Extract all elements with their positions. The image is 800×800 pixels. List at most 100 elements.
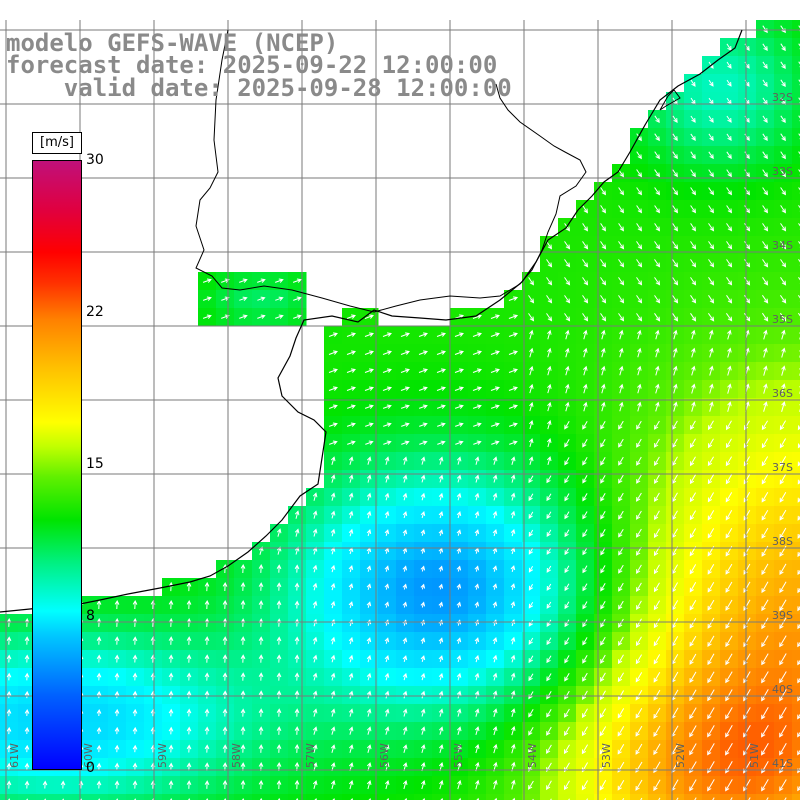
wind-arrow — [708, 295, 715, 304]
wind-arrow — [456, 492, 462, 501]
wind-arrow — [276, 636, 282, 645]
wind-arrow — [348, 583, 354, 591]
wind-arrow — [24, 708, 30, 717]
wind-arrow — [798, 25, 800, 32]
wind-arrow — [346, 422, 356, 427]
wind-arrow — [258, 654, 264, 663]
wind-arrow — [707, 528, 715, 539]
wind-arrow — [492, 583, 498, 590]
wind-arrow — [528, 420, 534, 430]
wind-arrow — [276, 582, 282, 591]
wind-arrow — [546, 313, 553, 322]
wind-arrow — [762, 79, 768, 87]
wind-arrow — [382, 332, 392, 337]
wind-arrow — [618, 313, 625, 322]
latitude-label: 39S — [772, 609, 793, 622]
wind-arrow — [762, 133, 768, 142]
wind-arrow — [673, 383, 678, 394]
wind-arrow — [601, 383, 606, 394]
wind-arrow — [132, 726, 138, 735]
wind-arrow — [312, 510, 318, 519]
wind-cell — [18, 794, 37, 800]
wind-arrow — [438, 583, 444, 590]
wind-arrow — [744, 169, 750, 178]
wind-arrow — [383, 422, 392, 427]
wind-arrow — [418, 404, 428, 409]
wind-arrow — [761, 725, 769, 738]
wind-arrow — [779, 653, 787, 666]
wind-arrow — [636, 528, 642, 538]
wind-arrow — [436, 350, 446, 355]
wind-arrow — [582, 529, 588, 538]
wind-arrow — [222, 600, 228, 609]
wind-arrow — [328, 422, 338, 427]
wind-arrow — [96, 762, 102, 771]
wind-arrow — [600, 493, 606, 502]
wind-arrow — [689, 564, 697, 575]
wind-arrow — [422, 797, 425, 800]
wind-arrow — [294, 600, 300, 609]
wind-arrow — [6, 762, 12, 771]
wind-arrow — [438, 708, 444, 717]
wind-cell — [558, 794, 577, 800]
wind-arrow — [528, 780, 534, 790]
wind-arrow — [744, 277, 751, 286]
colorbar-tick-22: 22 — [86, 304, 104, 320]
wind-arrow — [420, 474, 426, 483]
wind-arrow — [618, 205, 624, 214]
wind-arrow — [691, 401, 696, 412]
latitude-label: 34S — [772, 239, 793, 252]
wind-arrow — [564, 547, 570, 556]
wind-arrow — [690, 205, 696, 214]
latitude-labels: 32S 33S 34S 35S 36S 37S 38S 39S 40S 41S — [772, 91, 793, 770]
wind-arrow — [348, 528, 354, 537]
wind-arrow — [779, 491, 787, 503]
wind-arrow — [492, 601, 498, 608]
wind-arrow — [240, 563, 246, 574]
wind-arrow — [168, 708, 174, 717]
wind-arrow — [438, 726, 444, 735]
wind-arrow — [384, 601, 390, 608]
wind-arrow — [348, 564, 354, 573]
wind-arrow — [420, 456, 426, 465]
wind-arrow — [582, 565, 588, 574]
wind-arrow — [779, 599, 787, 612]
wind-arrow — [330, 510, 336, 519]
wind-arrow — [508, 350, 518, 355]
wind-arrow — [510, 510, 516, 519]
wind-arrow — [744, 223, 751, 232]
wind-cell — [792, 398, 800, 417]
wind-arrow — [708, 115, 714, 123]
wind-cell — [270, 794, 289, 800]
wind-arrow — [258, 744, 264, 753]
wind-arrow — [258, 779, 264, 790]
wind-arrow — [368, 798, 371, 800]
wind-arrow — [654, 456, 660, 467]
wind-cell — [162, 794, 181, 800]
wind-arrow — [766, 797, 769, 800]
wind-arrow — [492, 510, 498, 519]
wind-arrow — [761, 420, 769, 431]
wind-arrow — [276, 654, 282, 663]
wind-arrow — [528, 601, 534, 609]
wind-arrow — [474, 744, 480, 754]
wind-arrow — [472, 350, 482, 355]
wind-arrow — [222, 708, 228, 717]
wind-arrow — [797, 623, 800, 630]
wind-arrow — [454, 350, 464, 355]
wind-arrow — [672, 151, 678, 160]
wind-arrow — [348, 601, 354, 609]
wind-arrow — [511, 743, 516, 754]
wind-arrow — [44, 798, 47, 800]
wind-arrow — [780, 259, 787, 268]
wind-arrow — [600, 636, 606, 646]
wind-arrow — [709, 365, 714, 376]
wind-arrow — [761, 635, 769, 648]
wind-cell — [216, 794, 235, 800]
wind-arrow — [600, 474, 606, 484]
wind-arrow — [712, 797, 715, 800]
wind-arrow — [619, 401, 624, 412]
wind-arrow — [690, 259, 697, 268]
wind-arrow — [402, 744, 408, 753]
wind-arrow — [743, 420, 750, 431]
